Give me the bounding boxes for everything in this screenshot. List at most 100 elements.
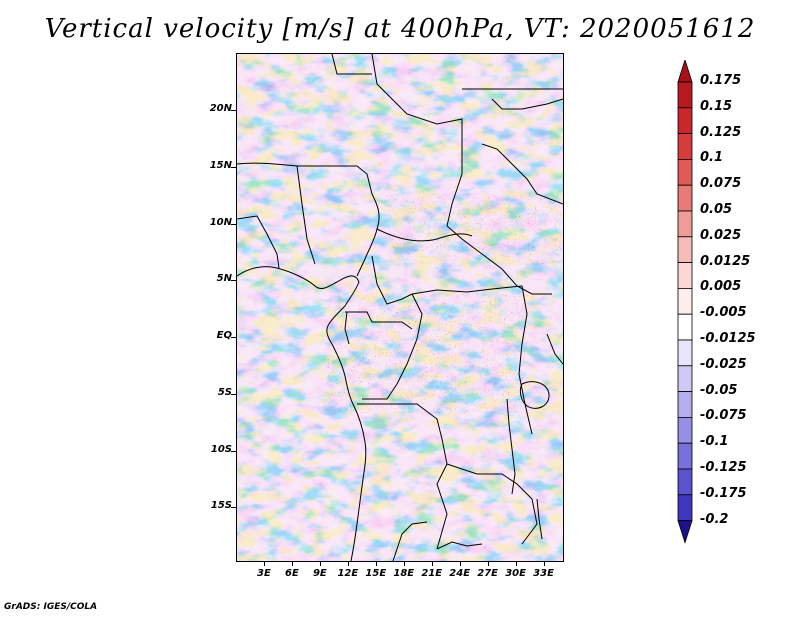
colorbar-segment — [677, 184, 693, 212]
colorbar-label: -0.175 — [700, 485, 747, 501]
lat-label: 5N — [216, 273, 232, 285]
border-4 — [331, 54, 372, 75]
lat-label: 15N — [209, 159, 232, 171]
border-18 — [237, 215, 280, 269]
lon-tick — [515, 561, 517, 566]
lon-label: 33E — [533, 568, 554, 579]
border-15 — [436, 541, 483, 550]
colorbar-segment — [677, 210, 693, 238]
lat-tick — [231, 280, 236, 282]
colorbar-segment — [677, 442, 693, 470]
lon-label: 30E — [505, 568, 526, 579]
colorbar-label: 0.175 — [700, 73, 742, 88]
border-6 — [446, 225, 552, 295]
border-11 — [411, 285, 523, 295]
lon-tick — [291, 561, 293, 566]
lon-label: 24E — [449, 568, 471, 579]
colorbar-label: -0.05 — [700, 382, 738, 398]
border-12 — [518, 285, 533, 435]
lon-label: 15E — [365, 568, 387, 579]
lon-label: 9E — [312, 568, 327, 579]
lat-label: 10N — [209, 216, 232, 228]
border-10 — [345, 311, 413, 330]
colorbar-label: 0.075 — [700, 176, 742, 192]
lat-label: 5S — [217, 386, 232, 398]
colorbar-label: 0.1 — [700, 150, 724, 166]
lat-label: 15S — [210, 500, 232, 512]
colorbar-label: -0.075 — [700, 408, 747, 424]
border-19 — [344, 311, 350, 345]
lon-tick — [487, 561, 489, 566]
lon-tick — [319, 561, 321, 566]
credit-text: GrADS: IGES/COLA — [4, 602, 98, 612]
lat-tick — [231, 110, 236, 111]
lake-victoria — [519, 381, 550, 409]
colorbar-segment — [677, 365, 693, 392]
colorbar-label: -0.005 — [700, 305, 747, 321]
chart-title: Vertical velocity [m/s] at 400hPa, VT: 2… — [44, 14, 756, 44]
lon-label: 18E — [393, 568, 415, 579]
colorbar-segment — [677, 81, 693, 109]
border-8 — [371, 255, 413, 305]
lat-tick — [231, 337, 236, 338]
colorbar-label: 0.0125 — [700, 253, 751, 269]
lat-label: 20N — [209, 103, 232, 114]
colorbar-segment — [677, 262, 693, 289]
lat-tick — [231, 450, 236, 452]
lon-label: 3E — [257, 568, 271, 579]
colorbar-segment — [677, 287, 693, 315]
lat-label: 10S — [210, 443, 232, 455]
colorbar-label: 0.125 — [700, 124, 742, 140]
lon-tick — [459, 561, 461, 566]
colorbar-label: -0.1 — [700, 434, 729, 450]
east-coast — [546, 333, 563, 365]
lat-tick — [231, 393, 236, 395]
border-7 — [376, 228, 473, 242]
lon-label: 27E — [477, 568, 498, 579]
lon-tick — [543, 561, 545, 566]
lon-tick — [431, 561, 433, 566]
colorbar-arrow-bottom — [677, 520, 693, 544]
border-9 — [362, 293, 423, 400]
coastline-west-africa — [237, 266, 367, 561]
lon-tick — [403, 561, 405, 566]
border-17 — [296, 165, 316, 265]
colorbar-label: 0.005 — [700, 279, 742, 295]
lon-label: 21E — [421, 568, 443, 579]
border-1 — [237, 162, 373, 195]
border-21 — [392, 521, 428, 561]
border-14 — [446, 463, 538, 545]
lon-tick — [263, 561, 265, 566]
lat-tick — [231, 507, 236, 509]
colorbar-segment — [677, 159, 693, 186]
lon-tick — [347, 561, 349, 566]
colorbar-label: 0.15 — [700, 98, 733, 114]
colorbar-label: -0.2 — [700, 511, 729, 527]
lon-tick — [375, 561, 377, 566]
lon-label: 12E — [337, 568, 359, 579]
colorbar-segment — [677, 107, 693, 134]
subsidence-speckle — [387, 194, 563, 414]
colorbar-label: -0.125 — [700, 460, 747, 475]
colorbar-label: -0.025 — [700, 356, 747, 372]
colorbar — [677, 60, 693, 544]
border-3 — [371, 54, 463, 227]
colorbar-segment — [677, 313, 693, 341]
lake-malawi — [536, 498, 543, 540]
border-16 — [481, 143, 563, 205]
lat-tick — [231, 166, 236, 168]
border-20 — [491, 98, 563, 110]
colorbar-label: 0.025 — [700, 227, 742, 243]
lake-tanganyika — [506, 398, 516, 495]
colorbar-segment — [677, 236, 693, 264]
lon-label: 6E — [285, 568, 299, 579]
vertical-velocity-field — [237, 54, 563, 561]
lat-tick — [231, 223, 236, 225]
colorbar-label: 0.05 — [700, 202, 733, 217]
colorbar-segment — [677, 494, 693, 521]
colorbar-label: -0.0125 — [700, 331, 756, 346]
colorbar-segment — [677, 416, 693, 444]
political-boundaries — [237, 54, 563, 561]
colorbar-segment — [677, 468, 693, 496]
colorbar-arrow-top — [677, 60, 693, 83]
